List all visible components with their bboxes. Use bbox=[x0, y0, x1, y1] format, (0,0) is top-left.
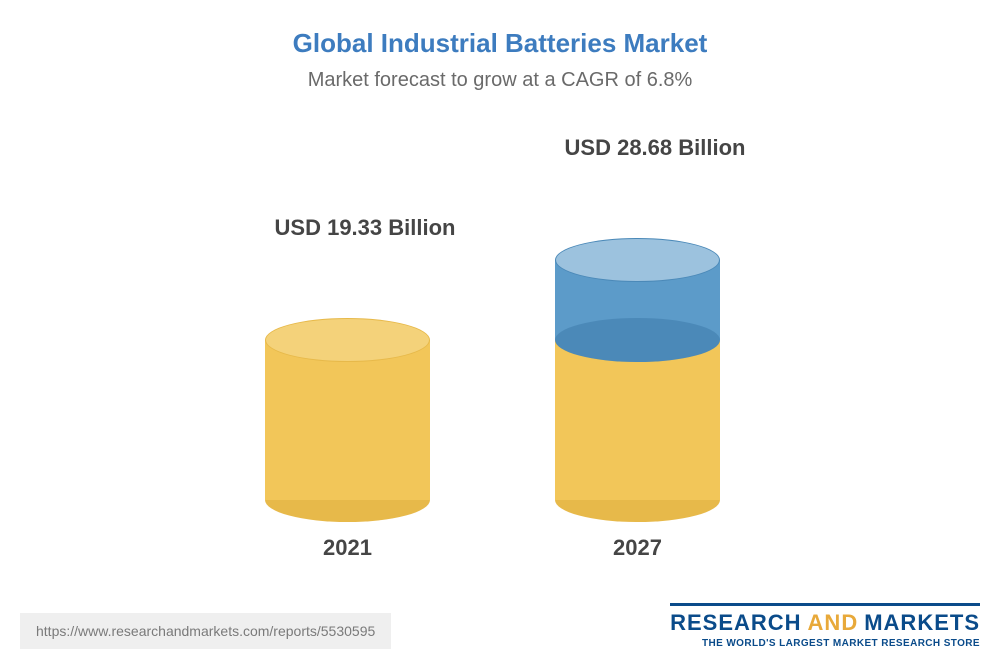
cylinder-join bbox=[555, 318, 720, 362]
cylinder-top bbox=[555, 238, 720, 282]
cylinder-body bbox=[265, 340, 430, 500]
footer: https://www.researchandmarkets.com/repor… bbox=[20, 607, 980, 649]
chart-subtitle: Market forecast to grow at a CAGR of 6.8… bbox=[0, 59, 1000, 92]
source-url: https://www.researchandmarkets.com/repor… bbox=[20, 613, 391, 649]
chart-area: USD 19.33 Billion 2021 USD 28.68 Billion 20… bbox=[0, 130, 1000, 560]
logo-word-research: RESEARCH bbox=[670, 610, 801, 635]
logo-word-markets: MARKETS bbox=[864, 610, 980, 635]
logo-word-and: AND bbox=[802, 610, 865, 635]
brand-logo: RESEARCHANDMARKETS THE WORLD'S LARGEST M… bbox=[670, 603, 980, 649]
value-label: USD 19.33 Billion bbox=[215, 215, 515, 241]
year-label: 2027 bbox=[538, 535, 738, 561]
logo-tagline: THE WORLD'S LARGEST MARKET RESEARCH STOR… bbox=[670, 636, 980, 649]
chart-title: Global Industrial Batteries Market bbox=[0, 0, 1000, 59]
cylinder-body bbox=[555, 340, 720, 500]
logo-text: RESEARCHANDMARKETS bbox=[670, 603, 980, 636]
year-label: 2021 bbox=[248, 535, 448, 561]
cylinder-top bbox=[265, 318, 430, 362]
value-label: USD 28.68 Billion bbox=[505, 135, 805, 161]
